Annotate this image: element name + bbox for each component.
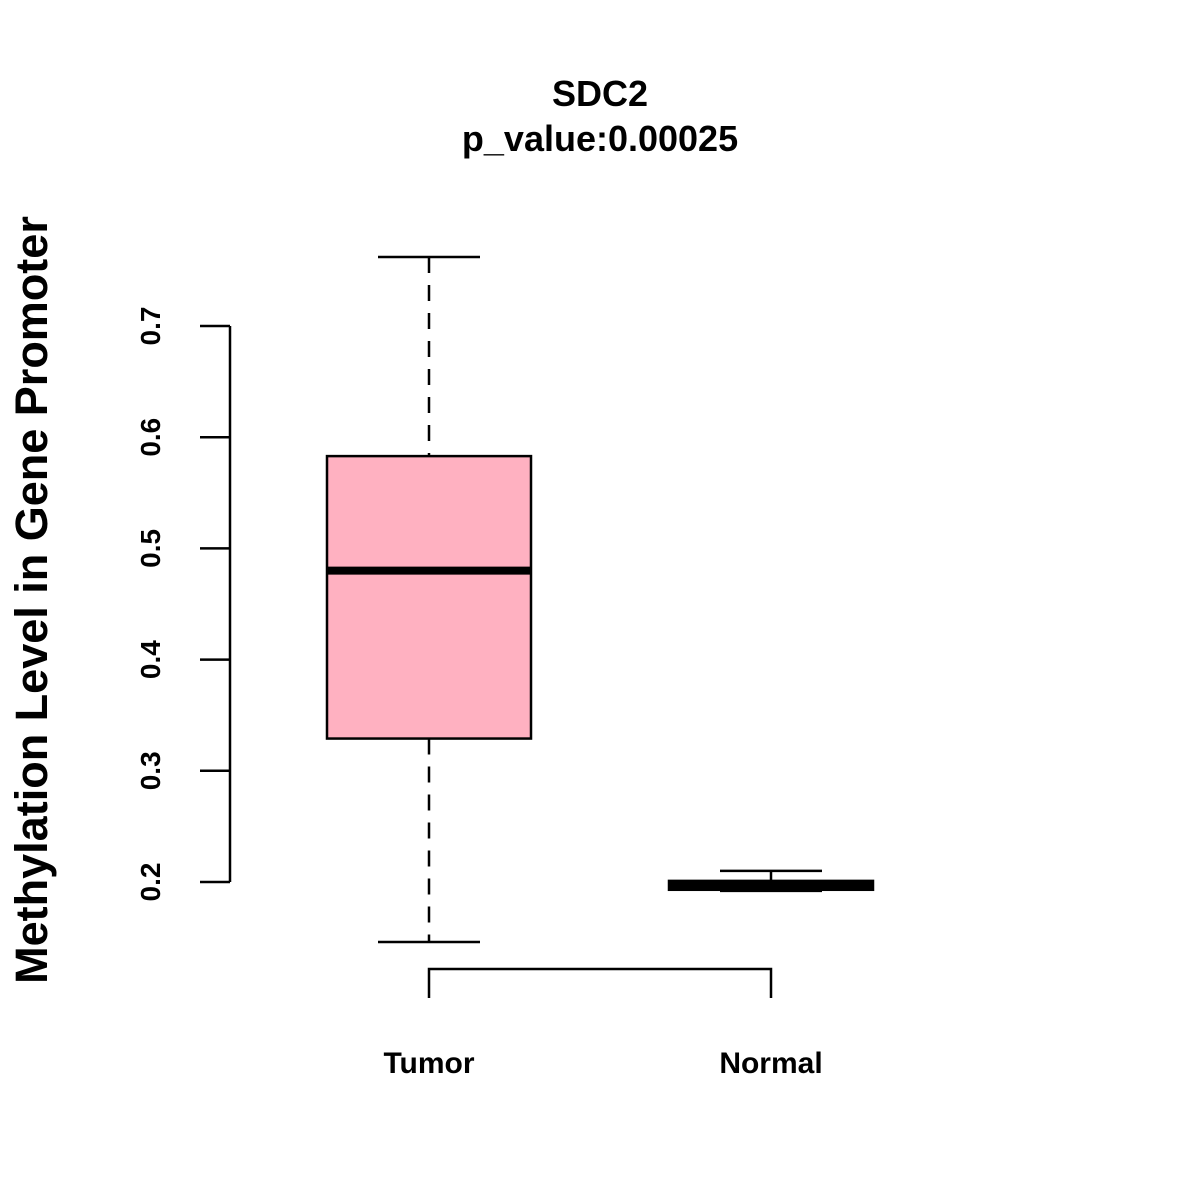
y-tick-label: 0.6 bbox=[135, 418, 166, 457]
y-tick-label: 0.2 bbox=[135, 863, 166, 902]
x-label-normal: Normal bbox=[719, 1047, 822, 1080]
iqr-box bbox=[325, 454, 533, 740]
chart-subtitle: p_value:0.00025 bbox=[462, 118, 738, 159]
y-tick-label: 0.5 bbox=[135, 529, 166, 568]
box-normal bbox=[667, 869, 875, 893]
y-axis: 0.2 0.3 0.4 0.5 0.6 0.7 bbox=[135, 307, 232, 902]
y-axis-title: Methylation Level in Gene Promoter bbox=[6, 216, 57, 984]
y-tick-label: 0.4 bbox=[135, 640, 166, 679]
y-tick-label: 0.7 bbox=[135, 307, 166, 346]
x-axis-labels: Tumor Normal bbox=[383, 1047, 822, 1080]
bracket-line bbox=[427, 967, 773, 998]
chart-title: SDC2 bbox=[552, 73, 648, 114]
box-group bbox=[325, 255, 875, 944]
box-tumor bbox=[325, 255, 533, 944]
y-tick-label: 0.3 bbox=[135, 751, 166, 790]
x-label-tumor: Tumor bbox=[383, 1047, 474, 1080]
significance-bracket bbox=[427, 967, 773, 998]
